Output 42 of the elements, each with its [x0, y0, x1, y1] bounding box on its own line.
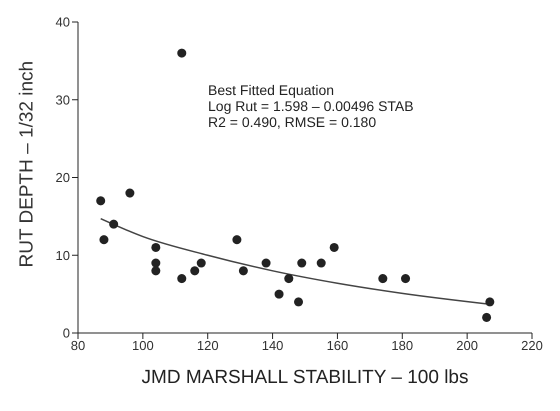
- point: [330, 242, 339, 252]
- point: [151, 258, 160, 268]
- annotation: Best Fitted Equation: [208, 82, 336, 98]
- y-tick-label: 30: [56, 92, 70, 108]
- point: [151, 242, 160, 252]
- annotation: Log Rut = 1.598 – 0.00496 STAB: [208, 98, 414, 114]
- point: [151, 266, 160, 276]
- point: [262, 258, 271, 268]
- x-tick-label: 80: [70, 338, 86, 354]
- x-tick-label: 100: [132, 338, 154, 354]
- x-tick-label: 140: [262, 338, 284, 354]
- point: [125, 188, 134, 198]
- x-tick-label: 180: [391, 338, 414, 354]
- x-tick-label: 120: [196, 338, 219, 354]
- point: [177, 274, 186, 284]
- y-axis-title: RUT DEPTH – 1/32 inch: [16, 60, 38, 268]
- point: [294, 297, 304, 306]
- point: [297, 258, 306, 268]
- point: [196, 258, 206, 268]
- y-tick-label: 0: [62, 326, 70, 341]
- point: [190, 266, 200, 276]
- y-tick-label: 10: [56, 248, 70, 263]
- point: [284, 274, 294, 284]
- annotation: R2 = 0.490, RMSE = 0.180: [208, 114, 378, 130]
- point: [378, 274, 388, 284]
- x-tick-label: 200: [456, 338, 478, 354]
- y-tick-label: 20: [56, 170, 70, 186]
- point: [177, 48, 186, 58]
- x-tick-label: 160: [326, 338, 348, 354]
- x-tick-label: 220: [521, 338, 543, 354]
- point: [99, 235, 108, 244]
- x-axis-title: JMD MARSHALL STABILITY – 100 lbs: [142, 367, 468, 388]
- point: [274, 290, 284, 299]
- point: [482, 312, 492, 322]
- point: [232, 235, 242, 244]
- point: [401, 274, 410, 284]
- point: [238, 266, 248, 276]
- point: [316, 258, 326, 268]
- point: [109, 220, 118, 229]
- point: [485, 297, 494, 306]
- point: [96, 196, 106, 206]
- y-tick-label: 40: [56, 14, 70, 30]
